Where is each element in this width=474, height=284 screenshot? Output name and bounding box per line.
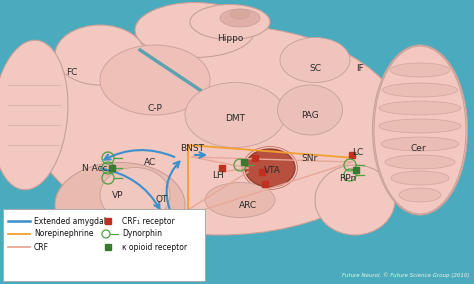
Text: N Acc.: N Acc.: [82, 164, 110, 172]
Text: ARC: ARC: [239, 201, 257, 210]
Ellipse shape: [390, 63, 450, 77]
Text: Future Neurol. © Future Science Group (2010): Future Neurol. © Future Science Group (2…: [343, 272, 470, 278]
Text: Extended amygdala: Extended amygdala: [34, 216, 111, 225]
Ellipse shape: [280, 37, 350, 82]
Text: AMG: AMG: [173, 218, 193, 227]
Ellipse shape: [381, 137, 459, 151]
Ellipse shape: [379, 119, 461, 133]
Text: Hippo: Hippo: [217, 34, 243, 43]
Text: CRF₁ receptor: CRF₁ receptor: [122, 216, 175, 225]
Text: C-P: C-P: [147, 103, 163, 112]
Ellipse shape: [185, 82, 285, 147]
Text: VP: VP: [112, 191, 124, 199]
FancyBboxPatch shape: [3, 209, 205, 281]
Ellipse shape: [0, 40, 68, 190]
Text: Dynorphin: Dynorphin: [122, 229, 162, 239]
Ellipse shape: [135, 3, 255, 57]
Text: VTA: VTA: [264, 166, 281, 174]
Ellipse shape: [385, 155, 455, 169]
Ellipse shape: [100, 45, 210, 115]
Text: BNST: BNST: [180, 143, 204, 153]
Ellipse shape: [379, 101, 461, 115]
Ellipse shape: [205, 183, 275, 218]
Ellipse shape: [383, 83, 457, 97]
Text: FC: FC: [66, 68, 78, 76]
Ellipse shape: [245, 149, 295, 187]
Ellipse shape: [190, 5, 270, 39]
Ellipse shape: [35, 25, 405, 235]
Text: CRF: CRF: [34, 243, 49, 252]
Text: Norepinephrine: Norepinephrine: [34, 229, 93, 239]
Text: LH: LH: [212, 170, 224, 179]
Ellipse shape: [315, 165, 395, 235]
Ellipse shape: [55, 162, 185, 247]
Text: PAG: PAG: [301, 110, 319, 120]
Text: SNr: SNr: [302, 153, 318, 162]
Ellipse shape: [220, 9, 260, 27]
Text: AC: AC: [144, 158, 156, 166]
Text: Cer: Cer: [410, 143, 426, 153]
Ellipse shape: [399, 188, 441, 202]
Ellipse shape: [55, 25, 145, 85]
Text: IF: IF: [356, 64, 364, 72]
Text: DMT: DMT: [225, 114, 245, 122]
Text: LC: LC: [352, 147, 364, 156]
Ellipse shape: [373, 45, 467, 215]
Ellipse shape: [230, 9, 250, 19]
Text: SC: SC: [309, 64, 321, 72]
Ellipse shape: [100, 168, 170, 222]
Ellipse shape: [391, 171, 449, 185]
Text: RPn: RPn: [339, 174, 356, 183]
Text: OT: OT: [156, 195, 168, 204]
Ellipse shape: [277, 85, 343, 135]
Text: κ opioid receptor: κ opioid receptor: [122, 243, 187, 252]
